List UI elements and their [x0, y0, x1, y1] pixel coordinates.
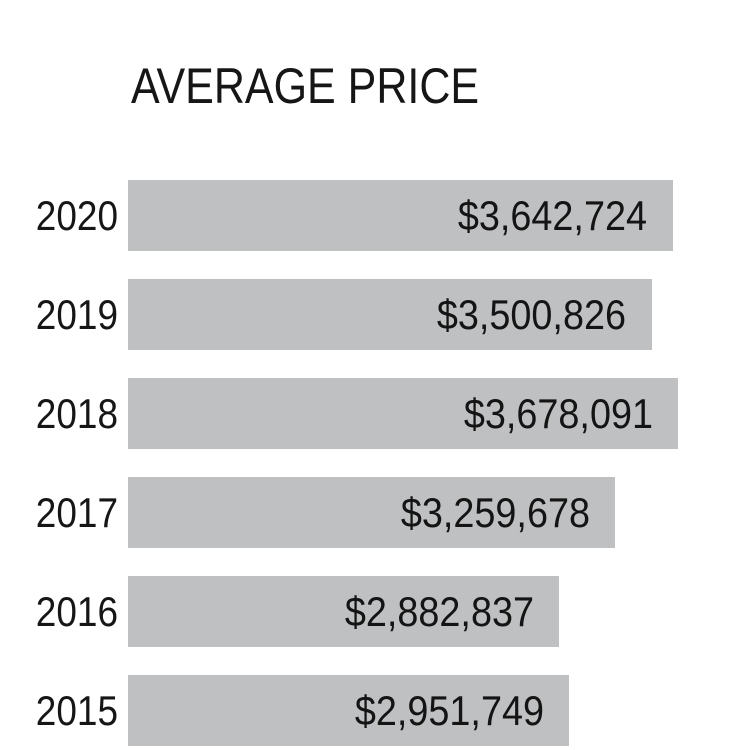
value-label: $2,882,837 — [344, 587, 534, 635]
value-label: $3,642,724 — [458, 191, 648, 239]
bar-2015: $2,951,749 — [128, 675, 570, 746]
value-label: $3,500,826 — [437, 290, 627, 338]
year-label: 2016 — [35, 587, 118, 635]
bar-2016: $2,882,837 — [128, 576, 560, 647]
value-label: $3,259,678 — [400, 488, 591, 536]
bar-track: $3,678,091 — [128, 378, 750, 449]
year-label: 2015 — [35, 686, 118, 734]
bar-track: $3,642,724 — [128, 180, 750, 251]
bar-track: $2,951,749 — [128, 675, 750, 746]
bar-row: 2020 $3,642,724 — [0, 166, 750, 265]
bar-row: 2015 $2,951,749 — [0, 661, 750, 750]
year-label: 2020 — [35, 191, 118, 239]
bar-row: 2017 $3,259,678 — [0, 463, 750, 562]
bar-2018: $3,678,091 — [128, 378, 678, 449]
value-label: $2,951,749 — [354, 686, 545, 734]
year-label: 2017 — [35, 488, 118, 536]
bar-row: 2016 $2,882,837 — [0, 562, 750, 661]
bar-track: $3,500,826 — [128, 279, 750, 350]
bar-2019: $3,500,826 — [128, 279, 652, 350]
year-label: 2019 — [35, 290, 118, 338]
chart-rows: 2020 $3,642,724 2019 $3,500,826 2018 $3,… — [0, 166, 750, 750]
bar-track: $2,882,837 — [128, 576, 750, 647]
bar-track: $3,259,678 — [128, 477, 750, 548]
bar-row: 2018 $3,678,091 — [0, 364, 750, 463]
chart-title: AVERAGE PRICE — [131, 58, 480, 114]
year-label: 2018 — [35, 389, 118, 437]
value-label: $3,678,091 — [463, 389, 653, 437]
bar-row: 2019 $3,500,826 — [0, 265, 750, 364]
bar-2020: $3,642,724 — [128, 180, 673, 251]
bar-2017: $3,259,678 — [128, 477, 616, 548]
